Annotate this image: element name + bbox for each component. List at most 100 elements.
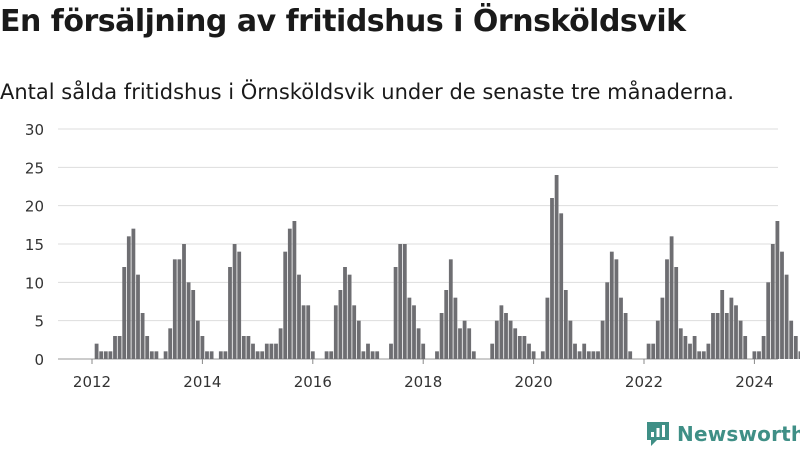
bar — [600, 320, 605, 359]
bar — [251, 343, 255, 359]
bar — [568, 320, 573, 359]
bar — [738, 320, 743, 359]
bar — [145, 336, 150, 359]
bar — [683, 336, 688, 359]
bar — [775, 221, 780, 359]
bar — [609, 251, 614, 359]
x-tick-label: 2022 — [625, 373, 663, 391]
bar — [582, 343, 587, 359]
bar — [614, 259, 619, 359]
bar — [688, 343, 692, 359]
bar — [646, 343, 651, 359]
x-tick-label: 2012 — [73, 373, 111, 391]
bar — [375, 351, 380, 359]
bar — [356, 320, 361, 359]
bar — [793, 336, 798, 359]
bar — [103, 351, 108, 359]
bar — [209, 351, 214, 359]
bar — [389, 343, 393, 359]
newsworthy-logo-icon — [647, 422, 669, 446]
bar — [559, 213, 564, 359]
bar — [260, 351, 265, 359]
bar — [697, 351, 702, 359]
newsworthy-logo-text: Newsworthy — [677, 422, 800, 446]
bar — [182, 244, 186, 359]
bar — [393, 267, 398, 359]
bar — [241, 336, 246, 359]
bar — [310, 351, 315, 359]
bar — [149, 351, 154, 359]
bar — [343, 267, 347, 359]
bar — [126, 236, 131, 359]
bar — [545, 297, 550, 359]
chart-subtitle: Antal sålda fritidshus i Örnsköldsvik un… — [0, 80, 735, 104]
bar — [623, 313, 628, 359]
bar — [237, 251, 242, 359]
bar — [605, 282, 610, 359]
bar — [798, 351, 800, 359]
bar — [655, 320, 660, 359]
x-tick-label: 2016 — [294, 373, 332, 391]
bar — [596, 351, 600, 359]
bar — [761, 336, 766, 359]
bar — [301, 305, 306, 359]
bar — [573, 343, 577, 359]
bar — [448, 259, 453, 359]
bar — [522, 336, 527, 359]
bar — [246, 336, 251, 359]
bar — [743, 336, 748, 359]
bar — [163, 351, 168, 359]
bar — [784, 274, 789, 359]
bar — [752, 351, 757, 359]
bar — [527, 343, 531, 359]
y-tick-label: 10 — [25, 274, 44, 292]
bar — [122, 267, 127, 359]
bar — [619, 297, 623, 359]
bar — [757, 351, 761, 359]
bar — [361, 351, 366, 359]
bar — [140, 313, 145, 359]
bar — [232, 244, 237, 359]
bar — [287, 228, 292, 359]
bar — [186, 282, 191, 359]
bar — [458, 328, 462, 359]
bar — [591, 351, 596, 359]
bar — [540, 351, 545, 359]
y-tick-label: 30 — [25, 121, 44, 139]
bar — [352, 305, 357, 359]
bar — [108, 351, 113, 359]
bar — [577, 351, 582, 359]
bar — [269, 343, 274, 359]
bar — [278, 328, 283, 359]
bar — [172, 259, 177, 359]
bar — [416, 328, 421, 359]
bar — [136, 274, 140, 359]
bar — [274, 343, 278, 359]
bar — [692, 336, 697, 359]
bar — [407, 297, 412, 359]
bar — [660, 297, 665, 359]
newsworthy-logo: Newsworthy — [645, 420, 800, 448]
bar — [412, 305, 416, 359]
bar — [724, 313, 729, 359]
bar — [586, 351, 591, 359]
bar — [770, 244, 775, 359]
bar — [113, 336, 117, 359]
bar — [554, 175, 559, 359]
bar — [563, 290, 568, 359]
bar — [789, 320, 794, 359]
bar — [131, 228, 136, 359]
bar — [421, 343, 426, 359]
bar — [117, 336, 122, 359]
bar — [462, 320, 467, 359]
bar — [329, 351, 334, 359]
y-tick-label: 15 — [25, 236, 44, 254]
bar — [701, 351, 706, 359]
bar — [154, 351, 159, 359]
bar — [283, 251, 288, 359]
bar — [338, 290, 343, 359]
y-tick-label: 0 — [34, 351, 44, 369]
x-tick-label: 2024 — [735, 373, 773, 391]
x-tick-label: 2018 — [404, 373, 442, 391]
bar — [255, 351, 260, 359]
